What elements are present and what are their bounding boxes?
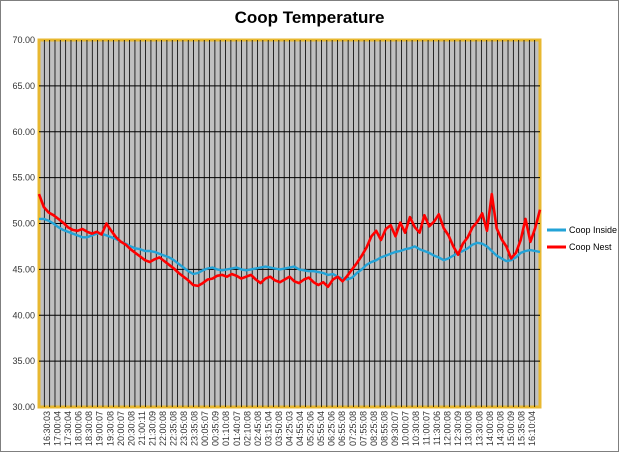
x-tick-label: 08:25:08 (369, 411, 379, 446)
legend-label: Coop Inside (569, 225, 617, 235)
y-axis-ticks: 70.00 65.00 60.00 55.00 50.00 45.00 40.00 35.00… (12, 35, 35, 412)
x-tick-label: 07:25:08 (348, 411, 358, 446)
x-tick-label: 15:35:08 (516, 411, 526, 446)
x-tick-label: 20:30:08 (126, 411, 136, 446)
x-tick-label: 16:10:04 (527, 411, 537, 446)
y-tick-label: 70.00 (12, 35, 35, 45)
x-tick-label: 13:00:08 (464, 411, 474, 446)
x-tick-label: 02:45:08 (253, 411, 263, 446)
x-tick-label: 04:25:03 (285, 411, 295, 446)
x-tick-label: 11:00:07 (422, 411, 432, 445)
x-tick-label: 13:30:08 (474, 411, 484, 446)
x-tick-label: 06:25:06 (327, 411, 337, 446)
x-tick-label: 04:55:04 (295, 411, 305, 446)
x-tick-label: 14:30:08 (495, 411, 505, 446)
x-tick-label: 00:35:09 (211, 411, 221, 446)
y-tick-label: 30.00 (12, 402, 35, 412)
x-tick-label: 17:30:04 (63, 411, 73, 446)
x-tick-label: 19:30:08 (105, 411, 115, 446)
y-tick-label: 40.00 (12, 310, 35, 320)
x-tick-label: 19:00:07 (95, 411, 105, 446)
horizontal-gridlines (39, 85, 540, 362)
x-tick-label: 03:50:08 (274, 411, 284, 446)
x-tick-label: 23:35:08 (190, 411, 200, 446)
x-tick-label: 07:55:08 (358, 411, 368, 446)
x-tick-label: 12:00:08 (443, 411, 453, 446)
legend-label: Coop Nest (569, 242, 612, 252)
x-tick-label: 12:30:09 (453, 411, 463, 446)
x-tick-label: 06:55:08 (337, 411, 347, 446)
y-tick-label: 50.00 (12, 219, 35, 229)
x-tick-label: 03:15:04 (263, 411, 273, 446)
x-tick-label: 23:05:08 (179, 411, 189, 446)
y-tick-label: 35.00 (12, 356, 35, 366)
x-tick-label: 22:00:08 (158, 411, 168, 446)
x-tick-label: 16:30:03 (42, 411, 52, 446)
x-tick-label: 05:25:06 (306, 411, 316, 446)
series-lines (37, 192, 542, 289)
y-tick-label: 55.00 (12, 173, 35, 183)
x-tick-label: 20:00:07 (116, 411, 126, 446)
x-tick-label: 17:00:04 (53, 411, 63, 446)
x-tick-label: 08:55:08 (379, 411, 389, 446)
x-tick-label: 09:30:07 (390, 411, 400, 446)
x-tick-label: 14:00:08 (485, 411, 495, 446)
y-tick-label: 60.00 (12, 127, 35, 137)
x-tick-label: 10:00:07 (400, 411, 410, 446)
chart-title: Coop Temperature (234, 8, 385, 27)
x-tick-label: 00:05:07 (200, 411, 210, 446)
x-tick-label: 01:10:08 (221, 411, 231, 446)
x-tick-label: 18:00:06 (74, 411, 84, 446)
x-tick-label: 01:40:07 (232, 411, 242, 446)
y-tick-label: 45.00 (12, 264, 35, 274)
series-line-coop-nest (37, 192, 542, 289)
x-tick-label: 05:55:04 (316, 411, 326, 446)
x-tick-label: 15:00:09 (506, 411, 516, 446)
x-tick-label: 11:30:06 (432, 411, 442, 445)
x-tick-label: 22:35:08 (169, 411, 179, 446)
x-tick-label: 10:30:08 (411, 411, 421, 446)
x-axis-ticks: 16:30:03 17:00:04 17:30:04 18:00:06 18:30:08… (42, 411, 537, 446)
x-tick-label: 21:30:09 (147, 411, 157, 446)
x-tick-label: 21:00:11 (137, 411, 147, 445)
x-tick-label: 18:30:08 (84, 411, 94, 446)
y-tick-label: 65.00 (12, 81, 35, 91)
legend: Coop Inside Coop Nest (547, 225, 617, 252)
x-tick-label: 02:10:08 (242, 411, 252, 446)
